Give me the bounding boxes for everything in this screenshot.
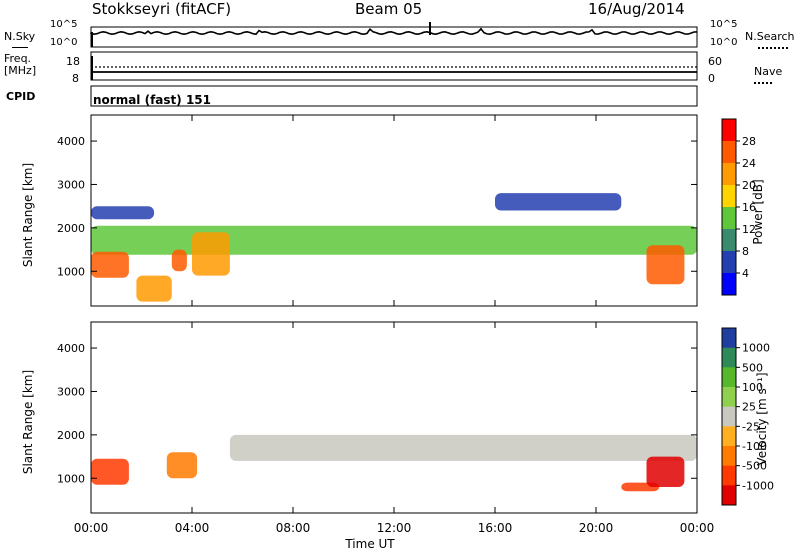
velocity-colorbar-tick-label-2: 100 [742, 381, 763, 394]
power-region-0 [91, 225, 697, 255]
velocity-colorbar-swatch-3 [722, 387, 736, 408]
cpid-value: normal (fast) 151 [93, 93, 211, 107]
velocity-colorbar-swatch-4 [722, 406, 736, 427]
nave-label: Nave [754, 65, 783, 78]
power-colorbar-tick-label-0: 28 [742, 135, 756, 148]
velocity-colorbar-tick-label-4: -25 [742, 420, 760, 433]
power-colorbar-tick-label-5: 8 [742, 245, 749, 258]
power-colorbar-swatch-3 [722, 185, 736, 208]
power-region-3 [171, 249, 187, 272]
nsky-trace [90, 27, 698, 36]
velocity-colorbar-swatch-6 [722, 446, 736, 467]
nsearch-legend-dots [758, 47, 788, 49]
nsky-underline [12, 47, 28, 48]
velocity-colorbar-swatch-2 [722, 367, 736, 388]
power-colorbar-tick-label-1: 24 [742, 157, 756, 170]
velocity-colorbar-tick-label-1: 500 [742, 361, 763, 374]
velocity-panel-bg [91, 322, 697, 513]
power-region-2 [136, 275, 172, 302]
x-axis-label: Time UT [345, 537, 395, 551]
velocity-region-4 [646, 456, 685, 487]
freq-tick-top: 18 [66, 55, 80, 68]
power-colorbar-swatch-6 [722, 251, 736, 274]
velocity-colorbar-swatch-5 [722, 426, 736, 447]
power-colorbar-tick-label-2: 20 [742, 179, 756, 192]
velocity-colorbar-tick-label-0: 1000 [742, 342, 770, 355]
x-tick-label-6: 00:00 [680, 521, 715, 535]
cpid-label: CPID [6, 90, 36, 103]
x-tick-label-4: 16:00 [478, 521, 513, 535]
velocity-region-0 [229, 434, 697, 461]
power-region-7 [495, 193, 622, 211]
power-colorbar-swatch-5 [722, 229, 736, 252]
nsky-tick-bottom: 10^0 [50, 37, 78, 48]
x-tick-label-5: 20:00 [579, 521, 614, 535]
x-tick-label-3: 12:00 [377, 521, 412, 535]
power-ytick-label-1: 3000 [57, 178, 85, 191]
x-tick-label-1: 04:00 [175, 521, 210, 535]
velocity-colorbar-frame [721, 327, 737, 506]
power-region-5 [646, 245, 685, 285]
velocity-colorbar-tick-label-7: -1000 [742, 479, 774, 492]
nave-tick-bottom: 0 [708, 72, 715, 85]
x-tick-label-0: 00:00 [74, 521, 109, 535]
velocity-colorbar-swatch-0 [722, 328, 736, 349]
nsearch-label: N.Search [745, 30, 795, 43]
freq-label-1: Freq. [4, 52, 32, 65]
nsky-panel [90, 26, 698, 48]
velocity-region-2 [166, 452, 198, 479]
power-region-6 [91, 206, 155, 220]
velocity-colorbar-swatch-1 [722, 347, 736, 368]
velocity-colorbar-swatch-7 [722, 465, 736, 486]
date-title: 16/Aug/2014 [588, 0, 685, 18]
nsky-tick-top: 10^5 [50, 19, 78, 30]
nave-tick-top: 60 [708, 55, 722, 68]
nsky-label: N.Sky [4, 30, 36, 43]
beam-title: Beam 05 [355, 0, 423, 18]
power-region-4 [192, 232, 230, 276]
x-tick-label-2: 08:00 [276, 521, 311, 535]
velocity-ytick-label-2: 2000 [57, 429, 85, 442]
velocity-colorbar-tick-label-5: -100 [742, 440, 767, 453]
freq-label-2: [MHz] [4, 64, 37, 77]
station-title: Stokkseyri (fitACF) [92, 0, 232, 18]
velocity-colorbar-swatch-8 [722, 485, 736, 506]
power-region-1 [91, 251, 129, 278]
power-ytick-label-0: 4000 [57, 135, 85, 148]
cpid-panel [90, 85, 698, 107]
power-colorbar-swatch-4 [722, 207, 736, 230]
power-colorbar-swatch-7 [722, 273, 736, 296]
freq-tick-bottom: 8 [72, 72, 79, 85]
velocity-colorbar-tick-label-6: -500 [742, 460, 767, 473]
freq-panel [90, 51, 698, 81]
power-colorbar-tick-label-6: 4 [742, 267, 749, 280]
velocity-ytick-label-0: 4000 [57, 342, 85, 355]
power-ytick-label-3: 1000 [57, 265, 85, 278]
nsearch-tick-bottom: 10^0 [710, 37, 738, 48]
nave-legend-dots [754, 82, 772, 84]
nsearch-tick-top: 10^5 [710, 19, 738, 30]
power-colorbar-swatch-0 [722, 119, 736, 142]
velocity-ytick-label-3: 1000 [57, 472, 85, 485]
velocity-ytick-label-1: 3000 [57, 385, 85, 398]
power-colorbar-swatch-2 [722, 163, 736, 186]
velocity-region-1 [91, 458, 129, 485]
power-colorbar-swatch-1 [722, 141, 736, 164]
power-ytick-label-2: 2000 [57, 222, 85, 235]
velocity-colorbar-tick-label-3: 25 [742, 401, 756, 414]
power-colorbar-tick-label-4: 12 [742, 223, 756, 236]
power-colorbar-tick-label-3: 16 [742, 201, 756, 214]
